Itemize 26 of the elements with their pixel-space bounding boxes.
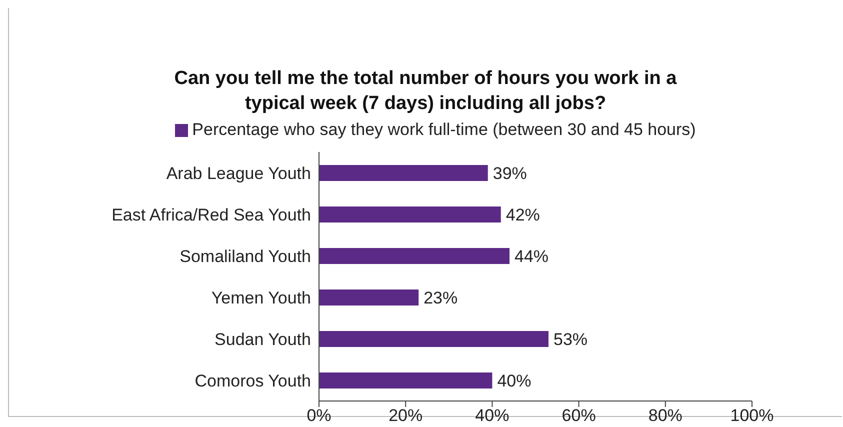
y-tick-label: Somaliland Youth xyxy=(180,246,311,266)
data-label: 23% xyxy=(424,288,458,308)
x-tick-label: 80% xyxy=(648,406,682,426)
bar xyxy=(319,206,501,222)
bar xyxy=(319,290,419,306)
x-tick-label: 0% xyxy=(306,406,332,426)
data-label: 40% xyxy=(497,372,532,391)
y-tick-label: Sudan Youth xyxy=(214,330,311,349)
chart-title: Can you tell me the total number of hours you work in a typical week (7 days) including all jobs? xyxy=(173,67,678,116)
data-label: 44% xyxy=(514,247,549,266)
legend-label: Percentage who say they work full-time (between 30 and 45 hours) xyxy=(192,120,696,139)
data-label: 39% xyxy=(492,164,527,184)
y-tick-label: Yemen Youth xyxy=(211,288,311,308)
x-tick-label: 100% xyxy=(730,406,774,426)
y-tick-label: East Africa/Red Sea Youth xyxy=(112,205,311,224)
x-tick-label: 40% xyxy=(475,406,510,426)
x-tick-label: 20% xyxy=(388,406,423,426)
bar xyxy=(319,165,488,181)
bar xyxy=(319,248,510,264)
x-tick-label: 60% xyxy=(562,406,596,426)
data-label: 42% xyxy=(506,206,540,225)
y-tick-label: Comoros Youth xyxy=(194,371,311,390)
bar xyxy=(319,331,548,347)
data-label: 53% xyxy=(553,330,588,350)
bar xyxy=(319,372,492,388)
y-tick-label: Arab League Youth xyxy=(166,164,311,183)
